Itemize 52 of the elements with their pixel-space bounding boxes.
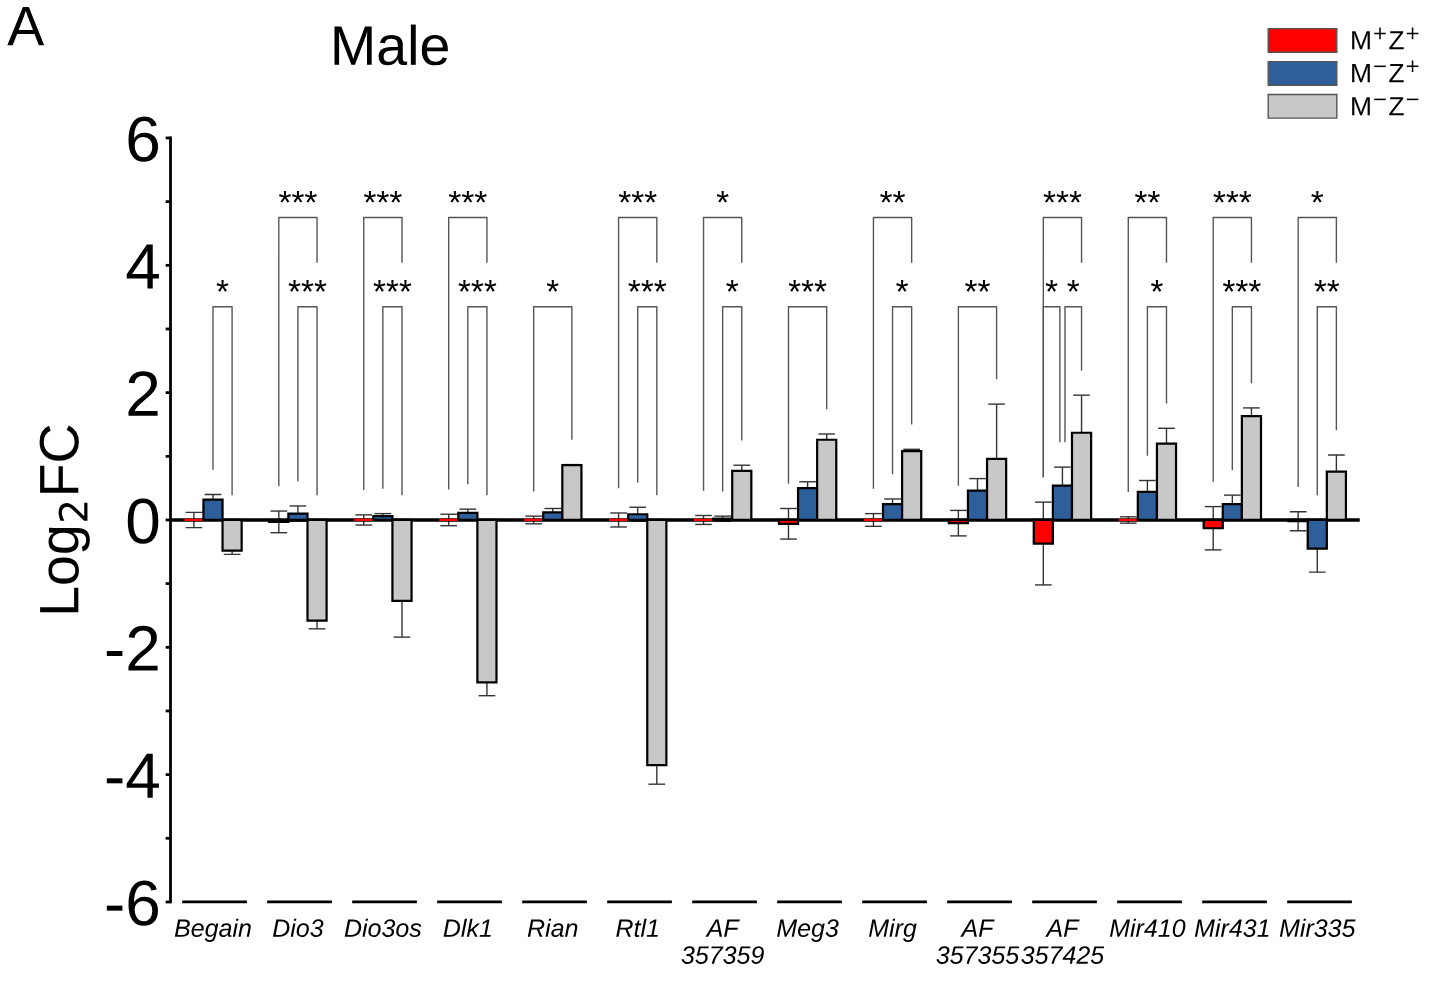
y-tick-label: -4 [106,753,159,798]
text: A [7,6,45,46]
x-tick-label: Dio3 [272,918,324,937]
x-tick-label: Meg3 [777,919,839,942]
annotation: *** [618,190,657,203]
annotation: * [716,190,729,203]
annotation: *** [628,280,667,292]
annotation: * [1045,280,1058,292]
annotation: *** [448,190,487,203]
annotation: *** [363,190,402,203]
annotation: * [1311,190,1324,203]
annotation: * [1150,280,1163,292]
annotation: *** [1213,190,1252,203]
x-tick-label: AF 357425 [1021,919,1105,964]
annotation: ** [880,190,905,203]
x-tick-label: AF 357359 [681,919,764,964]
chart-title: Male [334,24,448,66]
y-axis-title: Log$_{2}$FC [39,425,90,613]
annotation: ** [1314,280,1340,292]
annotation: ** [1134,190,1160,203]
legend-label: M$^{−}$Z$^{+}$ [1352,60,1419,83]
annotation: * [216,280,229,292]
annotation: *** [288,280,327,292]
annotation: ** [965,280,990,292]
x-tick-label: Rtl1 [616,918,658,937]
x-tick-label: Mir410 [1109,918,1186,937]
y-tick-label: 6 [128,116,158,162]
x-tick-label: Dlk1 [443,918,491,937]
legend-label: M$^{−}$Z$^{−}$ [1352,97,1419,116]
annotation: *** [373,280,412,292]
annotation: *** [788,280,827,292]
y-tick-label: 4 [126,244,159,289]
y-tick-label: 2 [128,371,158,416]
annotation: * [546,280,559,292]
annotation: * [726,280,739,292]
y-tick-label: 0 [127,498,159,544]
annotation: *** [1222,280,1261,292]
x-tick-label: AF 357355 [936,919,1020,964]
annotation: *** [1043,190,1082,203]
x-tick-label: Mir335 [1279,918,1356,937]
x-tick-label: Rian [527,918,578,937]
y-tick-label: -6 [106,880,158,926]
annotation: * [896,280,909,292]
legend-label: M$^{+}$Z$^{+}$ [1352,27,1419,50]
x-tick-label: Begain [174,918,251,942]
x-tick-label: Mirg [869,918,917,942]
annotation: * [1067,280,1080,292]
x-tick-label: Dio3os [344,918,422,937]
y-tick-label: -2 [106,625,158,671]
x-tick-label: Mir431 [1194,918,1269,937]
annotation: *** [458,280,497,292]
annotation: *** [279,190,317,203]
